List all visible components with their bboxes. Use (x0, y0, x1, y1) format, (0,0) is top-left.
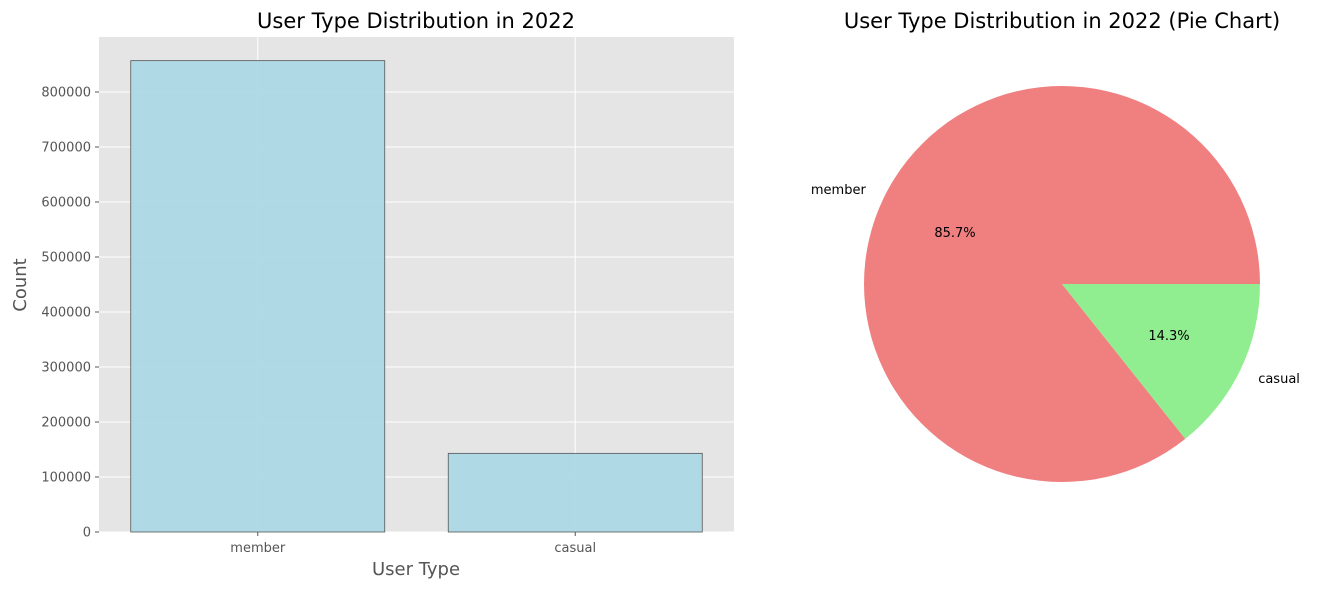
bar-x-axis: member casual (230, 532, 596, 556)
bar-chart: 0 100000 200000 300000 400000 500000 600000 700… (10, 9, 734, 580)
bar-chart-title: User Type Distribution in 2022 (257, 9, 575, 33)
pie-labels: member 85.7% casual 14.3% (811, 183, 1300, 387)
bar-y-tick-label: 200000 (41, 416, 91, 431)
pie-slice-casual (1062, 284, 1260, 439)
bar-y-axis-label: Count (10, 258, 31, 311)
bar-y-tick-label: 0 (83, 526, 91, 541)
bar-y-tick-label: 600000 (41, 196, 91, 211)
pie-pct-label-casual: 14.3% (1148, 329, 1189, 344)
pie-chart: User Type Distribution in 2022 (Pie Char… (811, 9, 1300, 483)
bar-y-tick-label: 700000 (41, 141, 91, 156)
bar-y-tick-label: 300000 (41, 361, 91, 376)
bar-member (130, 60, 386, 533)
bar-y-tick-label: 100000 (41, 471, 91, 486)
bar-x-tick-label: casual (554, 541, 596, 556)
pie-label-casual: casual (1258, 372, 1300, 387)
bar-y-tick-label: 400000 (41, 306, 91, 321)
bar-bars (130, 60, 703, 533)
pie-label-member: member (811, 183, 867, 198)
pie-slices (864, 86, 1260, 483)
pie-slice-member (864, 86, 1260, 483)
bar-x-tick-label: member (230, 541, 286, 556)
bar-y-tick-label: 800000 (41, 86, 91, 101)
bar-y-tick-label: 500000 (41, 251, 91, 266)
bar-casual (447, 452, 703, 533)
bar-y-axis: 0 100000 200000 300000 400000 500000 600000 700… (41, 86, 99, 541)
pie-pct-label-member: 85.7% (934, 226, 975, 241)
pie-chart-title: User Type Distribution in 2022 (Pie Char… (844, 9, 1280, 33)
bar-x-axis-label: User Type (372, 559, 460, 580)
